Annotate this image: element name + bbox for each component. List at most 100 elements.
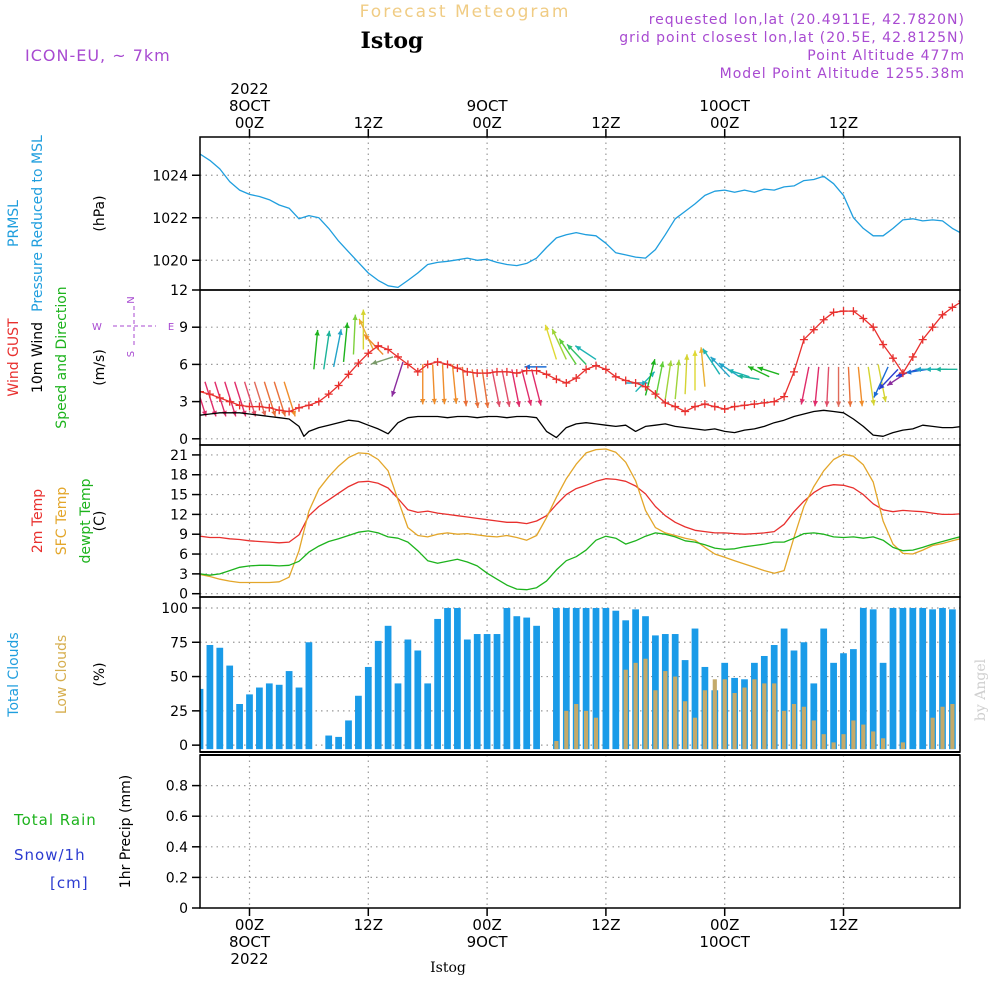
temperature-panel: 0 3 6 9 12 15 18 21 (C) 2m Temp SFC Temp dewpt Temp [30,444,961,603]
total-cloud-bar [167,720,174,749]
total-cloud-bar [939,607,946,750]
gust-marker [898,369,907,378]
y-axis-label: (m/s) [92,349,108,386]
legend-label: Pressure Reduced to MSL [30,135,46,312]
top-time-label: 12Z [829,114,858,132]
low-cloud-bar [950,703,955,750]
gust-marker [374,341,383,350]
gust-marker [829,308,838,317]
total-cloud-bar [582,607,590,750]
total-cloud-bar [929,609,936,750]
wind-arrowhead [684,354,690,360]
wind-arrow [491,369,501,408]
compass-west-label: W [92,322,102,333]
pressure-marks [200,153,960,289]
gust-marker [730,402,739,411]
gust-marker [611,372,620,381]
wind-arrowhead [559,338,565,345]
gust-marker [879,340,888,349]
total-cloud-bar [364,666,372,750]
low-cloud-bar [712,679,717,750]
total-cloud-bar [691,628,699,750]
wind-arrow [857,366,863,407]
credit-watermark: by Angel [973,658,989,721]
total-cloud-bar [256,687,263,750]
low-cloud-bar [683,701,688,750]
model-point-altitude: Model Point Altitude 1255.38m [720,66,965,82]
gust-marker [681,407,690,416]
low-cloud-bar [574,703,579,750]
wind-arrowhead [352,314,358,321]
wind-arrow [873,366,889,398]
y-axis-label: (C) [92,511,108,532]
gust-marker [671,402,680,411]
wind-arrowhead [463,400,469,407]
wind-speed-line [200,409,960,439]
wind-arrowhead [484,402,490,408]
total-cloud-bar [394,683,402,750]
y-tick-label: 18 [170,468,188,484]
clouds-panel: 0 25 50 75 100 (%) Total Clouds Low Clouds [6,596,961,754]
total-cloud-bar [226,665,234,750]
bottom-time-label: 00Z [710,916,739,934]
low-cloud-bar [742,687,747,750]
y-tick-label: 12 [170,283,188,299]
wind-arrowhead [737,374,744,380]
wind-arrowhead [567,344,573,351]
gust-marker [750,400,759,409]
wind-arrow [877,364,887,403]
gust-marker [889,354,897,363]
bottom-time-label: 8OCT [229,933,271,951]
gust-marker [790,367,798,376]
top-time-label: 8OCT [229,97,271,115]
gust-marker [799,335,808,344]
gust-marker [384,345,393,354]
legend-label: 2m Temp [30,489,46,553]
compass-east-label: E [168,322,174,333]
legend-label: PRMSL [6,200,22,247]
wind-arrowhead [192,410,197,416]
location-title: Istog [361,28,424,54]
total-cloud-bar [800,642,808,750]
y-tick-label: 25 [170,704,188,720]
gust-marker [601,365,610,374]
total-cloud-bar [612,610,620,750]
top-time-label: 10OCT [699,97,750,115]
wind-arrow [674,359,680,400]
total-cloud-bar [909,607,917,750]
wind-arrowhead [667,360,673,367]
wind-arrowhead [649,371,655,378]
gust-marker [453,364,462,373]
gust-marker [235,401,244,410]
gust-marker [314,397,323,406]
wind-arrow [283,381,296,417]
gust-marker [780,392,789,401]
wind-arrow [451,364,457,404]
total-cloud-bar [305,642,313,750]
gust-marker [582,365,591,374]
chart-title: Forecast Meteogram [360,2,571,22]
low-cloud-bar [861,724,866,750]
low-cloud-bar [702,690,707,750]
low-cloud-bar [564,710,569,750]
wind-arrowhead [710,356,717,363]
gust-marker [700,400,709,409]
wind-arrowhead [391,390,397,397]
gust-marker [908,352,917,361]
gust-marker [691,402,699,411]
gust-marker [938,310,947,319]
bottom-time-label: 12Z [591,916,620,934]
gust-marker [245,402,254,411]
total-cloud-bar [424,683,432,750]
precip-frame [199,754,961,909]
gust-marker [285,407,294,416]
footer-location: Istog [430,960,466,976]
wind-arrow [391,361,404,397]
y-axis-label: (hPa) [92,195,108,231]
wind-arrowhead [505,401,511,407]
wind-arrowhead [544,324,550,331]
y-tick-label: 0.6 [166,809,188,825]
compass-rose: N S W E [92,296,174,357]
total-cloud-bar [473,634,481,750]
